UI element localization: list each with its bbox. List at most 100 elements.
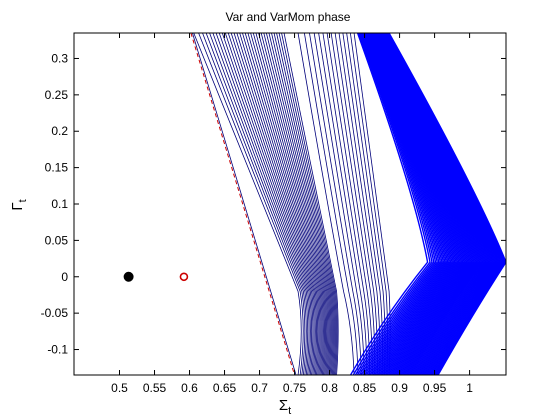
x-axis-label-subscript: t [288,405,291,417]
outer-band-trajectory [361,33,440,375]
chart-title: Var and VarMom phase [226,10,351,24]
inner-trajectory [212,33,310,375]
middle-trajectory [330,33,376,375]
y-tick-label: -0.1 [47,343,68,357]
y-tick-label: -0.05 [41,306,69,320]
inner-trajectory [281,33,338,375]
outer-band-trajectory [363,33,445,375]
outer-band-trajectory [365,33,449,375]
trajectory-curves [190,33,506,375]
inner-trajectory [268,33,333,375]
outer-band-trajectory [364,33,448,375]
inner-trajectory [271,33,334,375]
outer-band-trajectory [367,33,455,375]
inner-trajectory [218,33,313,375]
y-tick-label: 0.05 [45,233,69,247]
inner-trajectory [252,33,327,375]
inner-trajectory [263,33,331,375]
y-tick-label: 0.1 [51,197,68,211]
outer-band-trajectory [366,33,452,375]
inner-trajectory [242,33,322,375]
middle-trajectory [322,33,371,375]
outer-band-trajectory [366,33,453,375]
inner-trajectory [258,33,329,375]
outer-band-trajectory [362,33,443,375]
x-tick-label: 0.85 [353,381,377,395]
outer-band-trajectory [358,33,437,375]
y-tick-label: 0.2 [51,124,68,138]
middle-trajectory [297,33,355,375]
inner-trajectory [236,33,320,375]
inner-trajectory [233,33,319,375]
outer-band-trajectory [374,33,473,375]
plot-area [73,32,507,376]
inner-trajectory [227,33,316,375]
outer-band-trajectory [374,33,472,375]
middle-trajectory [326,33,373,375]
left-boundary-line [192,33,297,375]
middle-trajectory [318,33,368,375]
y-tick-label: 0.25 [45,88,69,102]
outer-band-trajectory [367,33,456,375]
inner-trajectory [244,33,323,375]
marker-points [123,271,189,282]
y-axis-label-subscript: t [17,199,29,202]
x-axis-label-main: Σ [279,397,288,414]
outer-band-trajectory [356,33,435,375]
x-axis-ticks: 0.5 0.55 0.6 0.65 0.7 0.75 0.8 0.85 0.9 0.95 1 [111,33,473,395]
x-tick-label: 0.75 [283,381,307,395]
inner-trajectory [266,33,332,375]
outer-band-trajectory [352,33,431,375]
inner-trajectory [221,33,314,375]
inner-trajectory [224,33,315,375]
outer-band-trajectory [370,33,461,375]
outer-band-trajectory [370,33,463,375]
inner-trajectory [247,33,324,375]
inner-trajectory [205,33,307,375]
inner-trajectory [260,33,330,375]
outer-band-trajectory [373,33,469,375]
outer-band-trajectory [354,33,433,375]
inner-trajectory [202,33,306,375]
inner-trajectory [215,33,311,375]
y-tick-label: 0 [61,270,68,284]
x-tick-label: 0.8 [321,381,338,395]
inner-trajectory [278,33,337,375]
x-axis-label: Σt [279,397,291,417]
y-axis-ticks: -0.1 -0.05 0 0.05 0.1 0.15 0.2 0.25 0.3 [41,51,506,357]
outer-band-trajectory [349,33,429,375]
y-tick-label: 0.15 [45,161,69,175]
x-tick-label: 0.7 [251,381,268,395]
y-tick-label: 0.3 [51,51,68,65]
x-tick-label: 0.65 [213,381,237,395]
inner-trajectory [198,33,304,375]
inner-trajectory [193,33,302,375]
point-filled [123,271,134,282]
outer-band-trajectory [372,33,468,375]
middle-trajectory [309,33,362,375]
x-tick-label: 0.6 [181,381,198,395]
outer-band-trajectory [371,33,465,375]
inner-trajectory [255,33,328,375]
middle-trajectory [334,33,378,375]
x-tick-label: 0.95 [423,381,447,395]
outer-band-trajectory [362,33,442,375]
middle-trajectory [303,33,359,375]
outer-band-trajectory [363,33,446,375]
left-boundary-dashed [190,33,296,375]
y-axis-label-main: Γ [9,202,26,210]
inner-trajectory [276,33,336,375]
inner-trajectory [209,33,309,375]
x-tick-label: 0.55 [143,381,167,395]
y-axis-label: Γt [9,199,29,210]
outer-band-trajectory [373,33,470,375]
outer-band-trajectory [388,33,506,375]
outer-band-trajectory [368,33,459,375]
inner-trajectory [273,33,335,375]
inner-trajectory [250,33,325,375]
inner-trajectory [283,33,339,375]
outer-band-trajectory [360,33,438,375]
outer-band-trajectory [368,33,457,375]
outer-band-trajectory [372,33,467,375]
